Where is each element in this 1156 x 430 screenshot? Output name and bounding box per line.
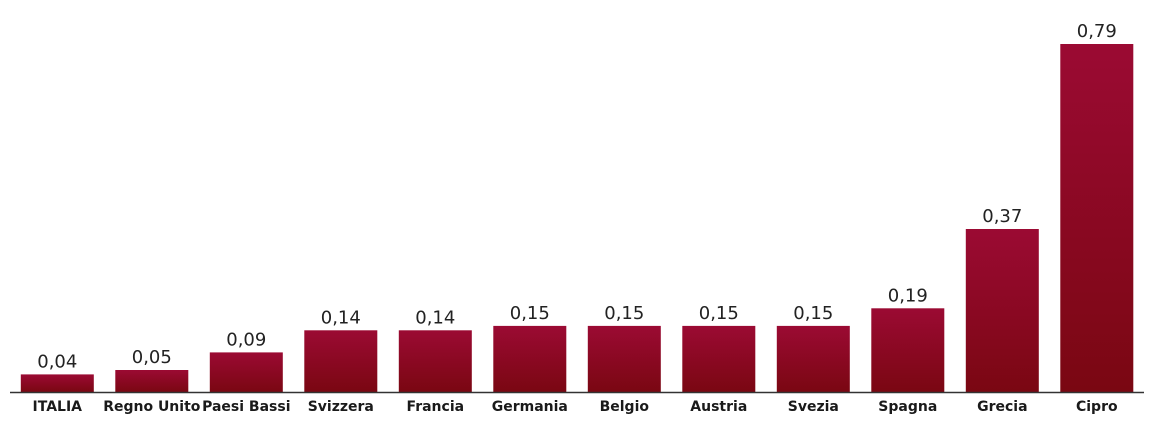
bar-austria [682,325,756,392]
bars-group [20,44,1134,392]
bar-germania [493,325,567,392]
data-label: 0,15 [793,303,833,324]
data-label: 0,15 [699,303,739,324]
data-label: 0,14 [415,307,455,328]
data-label: 0,15 [604,303,644,324]
bar-spagna [871,308,945,392]
x-tick-label: ITALIA [33,399,83,415]
x-tick-label: Germania [492,399,568,415]
x-tick-label: Paesi Bassi [202,399,290,415]
x-tick-label: Francia [407,399,465,415]
data-label: 0,37 [982,206,1022,227]
bar-svezia [776,325,850,392]
x-tick-label: Svizzera [308,399,374,415]
x-tick-label: Svezia [788,399,839,415]
bar-paesi-bassi [209,352,283,392]
x-tick-label: Spagna [878,399,937,415]
bar-svizzera [304,330,378,392]
x-tick-label: Grecia [977,399,1027,415]
data-label: 0,15 [510,303,550,324]
data-label: 0,09 [226,329,266,350]
x-tick-label: Cipro [1076,399,1118,415]
bar-italia [20,374,94,392]
value-labels-group: 0,04 0,05 0,09 0,14 0,14 0,15 0,15 0,15 0,15 0,19… [37,21,1117,372]
data-label: 0,05 [132,347,172,368]
bar-francia [398,330,472,392]
bar-cipro [1060,44,1134,392]
x-tick-label: Austria [690,399,747,415]
data-label: 0,04 [37,351,77,372]
bar-belgio [587,325,661,392]
data-label: 0,19 [888,285,928,306]
x-tick-label: Regno Unito [103,399,201,415]
data-label: 0,79 [1077,21,1117,42]
category-labels-group: ITALIA Regno Unito Paesi Bassi Svizzera Fran… [33,399,1118,415]
x-tick-label: Belgio [600,399,650,415]
data-label: 0,14 [321,307,361,328]
bar-regno-unito [115,370,189,392]
bar-grecia [965,229,1039,392]
